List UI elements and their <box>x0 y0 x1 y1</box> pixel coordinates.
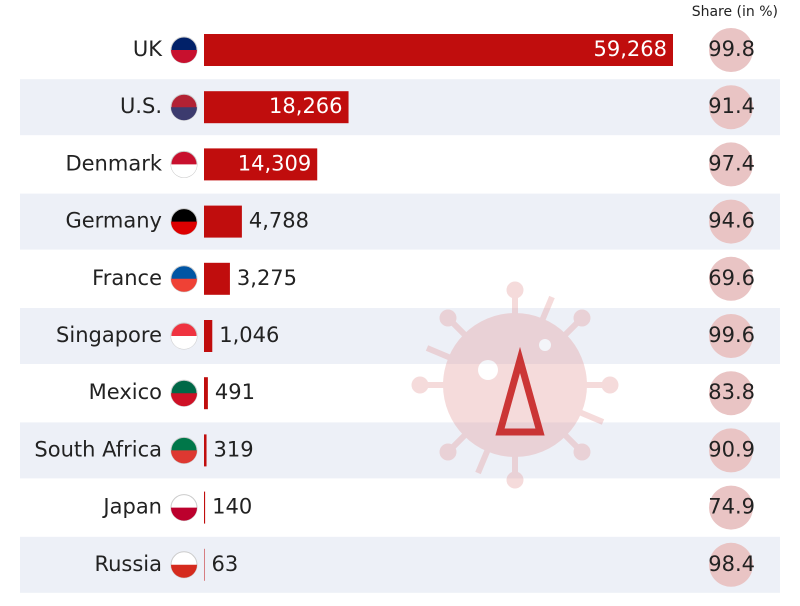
value-label: 140 <box>212 495 252 519</box>
row-stripe <box>20 193 780 250</box>
value-label: 319 <box>214 437 254 461</box>
category-label: France <box>92 266 162 290</box>
category-label: Japan <box>101 495 162 519</box>
flag-icon <box>171 336 197 349</box>
flag-icon <box>171 164 197 178</box>
value-label: 3,275 <box>237 266 297 290</box>
delta-icon <box>495 346 545 436</box>
bar <box>204 262 230 295</box>
flag-icon <box>171 564 197 578</box>
share-badge <box>709 485 753 530</box>
row-stripes <box>20 79 780 593</box>
flag-icon <box>171 278 197 292</box>
bar <box>204 91 349 124</box>
bar <box>204 320 213 352</box>
bar <box>204 205 242 238</box>
share-badge <box>709 428 753 473</box>
share-value: 99.8 <box>708 37 755 61</box>
share-badge <box>709 199 753 244</box>
flag-icon <box>171 393 197 407</box>
bar <box>204 491 206 524</box>
share-badge <box>709 542 753 587</box>
value-label: 63 <box>211 552 238 576</box>
category-label: Mexico <box>89 380 162 404</box>
category-label: Singapore <box>56 323 162 347</box>
share-value: 97.4 <box>708 151 755 175</box>
row-stripe <box>20 308 780 364</box>
share-badge <box>709 371 753 416</box>
category-label: Denmark <box>65 151 162 175</box>
value-label: 491 <box>215 380 255 404</box>
flag-icon <box>171 107 197 121</box>
share-value: 90.9 <box>708 437 755 461</box>
category-label: Russia <box>94 552 162 576</box>
share-value: 91.4 <box>708 94 755 118</box>
value-label: 4,788 <box>249 209 309 233</box>
share-value: 94.6 <box>708 209 755 233</box>
share-value: 83.8 <box>708 380 755 404</box>
category-label: South Africa <box>34 437 162 461</box>
share-badge <box>709 28 753 72</box>
flag-icon <box>171 50 197 63</box>
flag-icon <box>171 221 197 235</box>
category-label: Germany <box>65 209 162 233</box>
row-stripe <box>20 79 780 136</box>
value-label: 14,309 <box>238 151 311 175</box>
share-header: Share (in %) <box>692 4 778 20</box>
share-badge <box>709 314 753 358</box>
bar <box>204 34 673 66</box>
category-label: U.S. <box>120 94 162 118</box>
share-badge <box>709 142 753 187</box>
value-label: 59,268 <box>594 37 667 61</box>
share-badge <box>709 256 753 301</box>
category-label: UK <box>133 37 163 61</box>
flag-icon <box>171 507 197 521</box>
flag-icon <box>171 450 197 464</box>
row-stripe <box>20 422 780 479</box>
bar <box>204 148 318 181</box>
bar <box>204 434 207 467</box>
share-value: 74.9 <box>708 495 755 519</box>
share-value: 69.6 <box>708 266 755 290</box>
value-label: 1,046 <box>219 323 279 347</box>
bar <box>204 377 208 410</box>
share-value: 99.6 <box>708 323 755 347</box>
share-value: 98.4 <box>708 552 755 576</box>
value-label: 18,266 <box>269 94 342 118</box>
row-stripe <box>20 536 780 593</box>
share-badge <box>709 85 753 130</box>
